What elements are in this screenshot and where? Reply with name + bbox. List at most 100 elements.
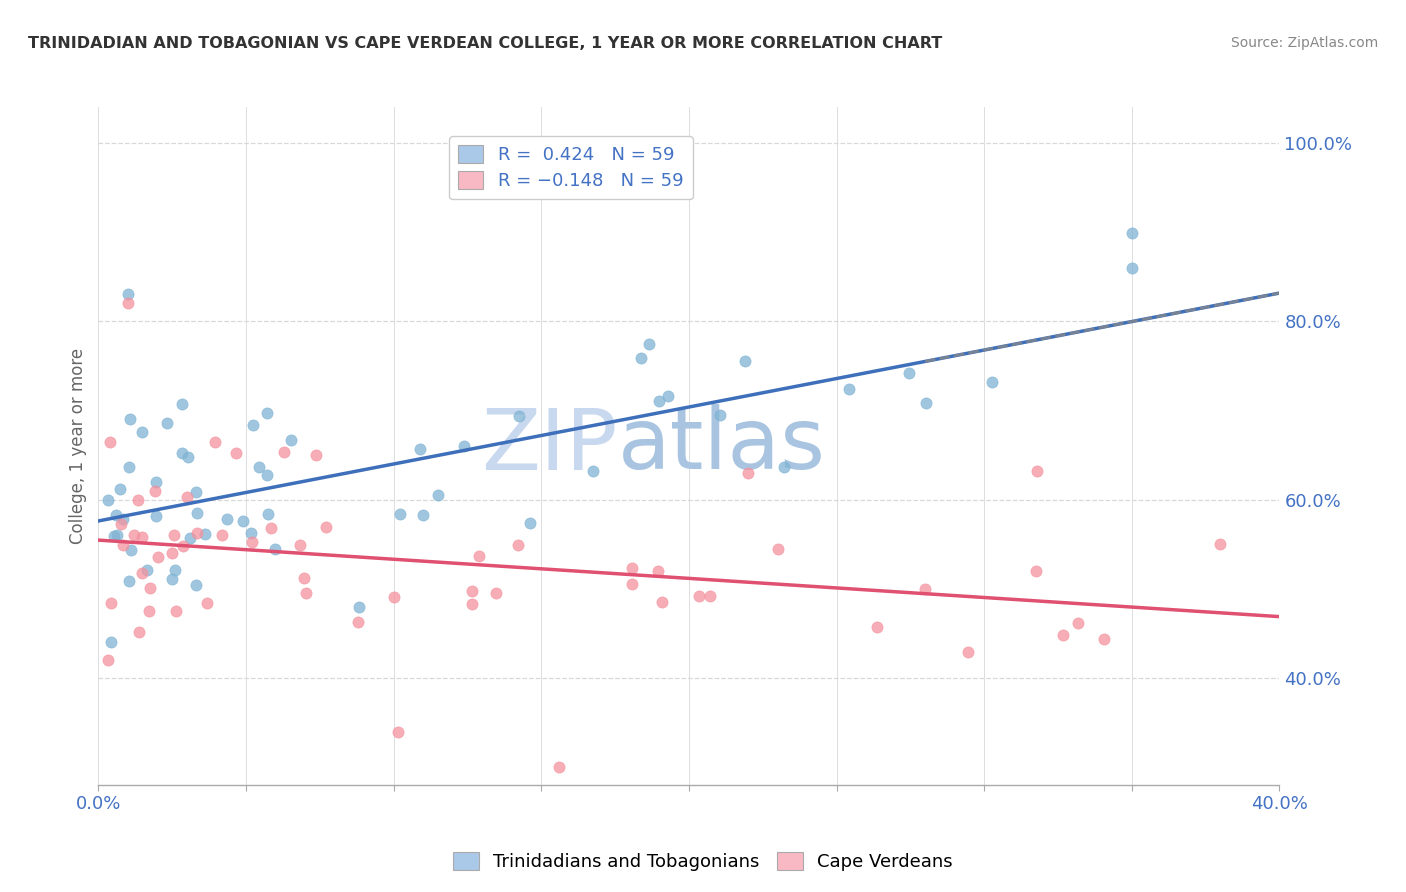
- Text: TRINIDADIAN AND TOBAGONIAN VS CAPE VERDEAN COLLEGE, 1 YEAR OR MORE CORRELATION C: TRINIDADIAN AND TOBAGONIAN VS CAPE VERDE…: [28, 36, 942, 51]
- Point: [160, 572, 183, 586]
- Point: [838, 382, 860, 396]
- Point: [195, 596, 218, 610]
- Point: [304, 449, 326, 463]
- Point: [155, 416, 177, 430]
- Point: [160, 546, 183, 560]
- Point: [127, 493, 149, 508]
- Point: [217, 512, 239, 526]
- Point: [136, 563, 159, 577]
- Point: [461, 584, 484, 599]
- Point: [194, 526, 217, 541]
- Point: [117, 287, 139, 301]
- Point: [582, 464, 605, 478]
- Point: [120, 411, 142, 425]
- Point: [467, 549, 489, 563]
- Point: [657, 389, 679, 403]
- Point: [651, 595, 673, 609]
- Point: [382, 590, 405, 604]
- Point: [346, 615, 368, 630]
- Point: [256, 406, 278, 420]
- Point: [242, 417, 264, 432]
- Point: [914, 582, 936, 596]
- Point: [648, 394, 671, 409]
- Point: [143, 484, 166, 499]
- Point: [112, 538, 135, 552]
- Point: [688, 590, 710, 604]
- Point: [347, 599, 370, 614]
- Point: [263, 541, 285, 556]
- Point: [256, 468, 278, 483]
- Text: ZIP: ZIP: [482, 404, 619, 488]
- Point: [97, 653, 120, 667]
- Point: [247, 459, 270, 474]
- Point: [111, 512, 134, 526]
- Point: [1092, 632, 1115, 647]
- Y-axis label: College, 1 year or more: College, 1 year or more: [69, 348, 87, 544]
- Point: [225, 445, 247, 459]
- Point: [508, 538, 530, 552]
- Point: [240, 535, 263, 549]
- Point: [100, 596, 122, 610]
- Point: [176, 490, 198, 504]
- Point: [165, 604, 187, 618]
- Point: [100, 635, 122, 649]
- Point: [485, 586, 508, 600]
- Point: [170, 397, 193, 411]
- Point: [315, 520, 337, 534]
- Point: [128, 624, 150, 639]
- Point: [240, 526, 263, 541]
- Point: [117, 296, 139, 310]
- Point: [104, 508, 127, 523]
- Point: [186, 578, 208, 592]
- Point: [179, 531, 201, 545]
- Legend: R =  0.424   N = 59, R = −0.148   N = 59: R = 0.424 N = 59, R = −0.148 N = 59: [449, 136, 693, 199]
- Point: [145, 508, 167, 523]
- Point: [412, 508, 434, 522]
- Point: [647, 564, 669, 578]
- Point: [177, 450, 200, 465]
- Text: Source: ZipAtlas.com: Source: ZipAtlas.com: [1230, 36, 1378, 50]
- Point: [737, 466, 759, 480]
- Point: [138, 581, 160, 595]
- Point: [620, 561, 643, 575]
- Point: [461, 597, 484, 611]
- Point: [211, 528, 233, 542]
- Point: [427, 488, 450, 502]
- Point: [768, 541, 790, 556]
- Point: [621, 576, 644, 591]
- Point: [232, 515, 254, 529]
- Legend: Trinidadians and Tobagonians, Cape Verdeans: Trinidadians and Tobagonians, Cape Verde…: [446, 846, 960, 879]
- Point: [630, 351, 652, 365]
- Point: [118, 574, 141, 588]
- Point: [108, 482, 131, 496]
- Point: [163, 528, 186, 542]
- Point: [138, 604, 160, 618]
- Point: [165, 563, 187, 577]
- Point: [172, 539, 194, 553]
- Point: [294, 586, 316, 600]
- Point: [273, 444, 295, 458]
- Point: [1121, 260, 1143, 275]
- Point: [981, 375, 1004, 389]
- Point: [387, 724, 409, 739]
- Point: [186, 506, 208, 520]
- Point: [1209, 537, 1232, 551]
- Point: [1025, 464, 1047, 478]
- Point: [1052, 628, 1074, 642]
- Point: [131, 530, 153, 544]
- Point: [120, 543, 142, 558]
- Point: [256, 507, 278, 521]
- Point: [103, 529, 125, 543]
- Point: [145, 475, 167, 490]
- Point: [184, 485, 207, 500]
- Point: [915, 395, 938, 409]
- Point: [508, 409, 530, 423]
- Text: atlas: atlas: [619, 404, 827, 488]
- Point: [709, 408, 731, 422]
- Point: [131, 425, 153, 439]
- Point: [957, 645, 980, 659]
- Point: [547, 760, 569, 774]
- Point: [519, 516, 541, 530]
- Point: [204, 435, 226, 450]
- Point: [110, 517, 132, 532]
